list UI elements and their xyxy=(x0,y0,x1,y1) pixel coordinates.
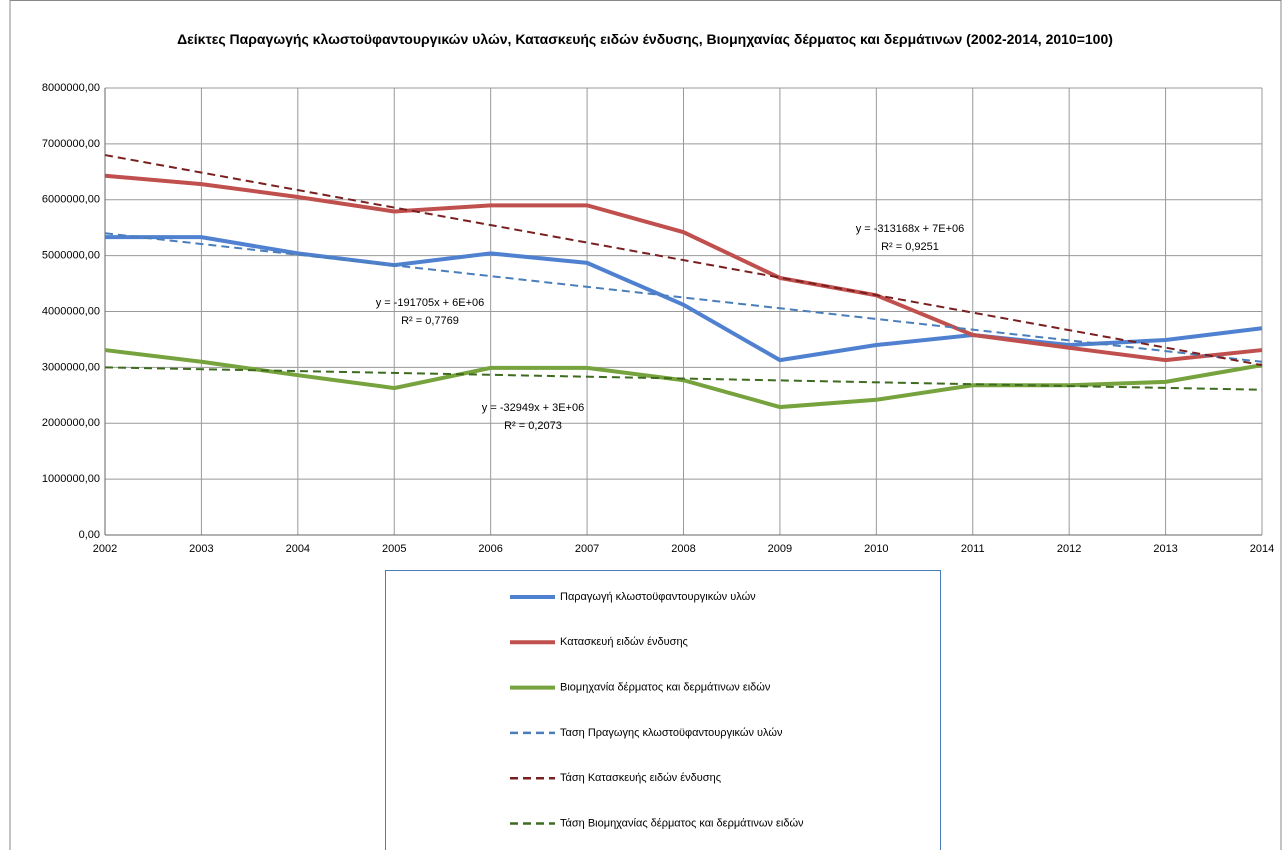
x-tick-label: 2009 xyxy=(768,543,792,555)
chart-title: Δείκτες Παραγωγής κλωστοϋφαντουργικών υλ… xyxy=(177,31,1113,47)
y-tick-label: 7000000,00 xyxy=(42,138,100,150)
x-tick-label: 2005 xyxy=(382,543,406,555)
series-line xyxy=(105,235,1263,363)
y-tick-label: 8000000,00 xyxy=(42,82,100,94)
legend-label: Τάση Κατασκευής ειδών ένδυσης xyxy=(560,772,721,784)
x-tick-label: 2010 xyxy=(864,543,888,555)
annotation: R² = 0,2073 xyxy=(504,420,562,432)
x-tick-label: 2007 xyxy=(575,543,599,555)
legend-label: Τάση Βιομηχανίας δέρματος και δερμάτινων… xyxy=(560,817,804,829)
y-tick-label: 3000000,00 xyxy=(42,361,100,373)
x-tick-label: 2006 xyxy=(478,543,502,555)
x-tick-label: 2012 xyxy=(1057,543,1081,555)
x-tick-label: 2011 xyxy=(961,543,985,555)
x-tick-label: 2013 xyxy=(1153,543,1177,555)
y-tick-label: 2000000,00 xyxy=(42,417,100,429)
y-tick-label: 4000000,00 xyxy=(42,305,100,317)
series-line xyxy=(104,173,1263,363)
trend-line xyxy=(104,366,1263,391)
annotation: y = -32949x + 3E+06 xyxy=(482,402,584,414)
annotation: y = -191705x + 6E+06 xyxy=(376,297,485,309)
trend-line xyxy=(104,154,1263,367)
legend-label: Παραγωγή κλωστοϋφαντουργικών υλών xyxy=(560,591,756,603)
x-tick-label: 2008 xyxy=(671,543,695,555)
annotation: y = -313168x + 7E+06 xyxy=(856,223,965,235)
annotation: R² = 0,7769 xyxy=(401,315,459,327)
y-tick-label: 5000000,00 xyxy=(42,250,100,262)
x-tick-label: 2002 xyxy=(93,543,117,555)
x-tick-label: 2014 xyxy=(1250,543,1274,555)
legend-label: Ταση Πραγωγης κλωστοϋφαντουργικών υλών xyxy=(560,727,783,739)
x-tick-label: 2004 xyxy=(286,543,310,555)
y-tick-label: 0,00 xyxy=(79,529,100,541)
legend-label: Βιομηχανία δέρματος και δερμάτινων ειδών xyxy=(560,682,771,694)
legend-label: Κατασκευή ειδών ένδυσης xyxy=(560,636,688,648)
y-tick-label: 6000000,00 xyxy=(42,194,100,206)
y-tick-label: 1000000,00 xyxy=(42,473,100,485)
annotation: R² = 0,9251 xyxy=(881,241,939,253)
x-tick-label: 2003 xyxy=(189,543,213,555)
legend-box xyxy=(385,570,941,850)
